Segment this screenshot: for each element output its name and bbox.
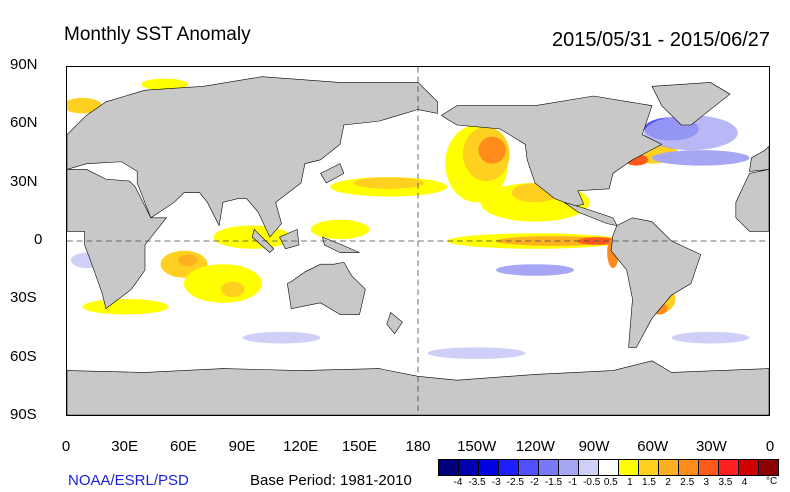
lat-label: 30S [10,289,37,306]
colorbar-label: -2.5 [506,477,524,488]
sst-anomaly-map [66,66,770,416]
colorbar-label: 4 [741,477,748,488]
colorbar-swatch [619,460,639,475]
colorbar-swatch [539,460,559,475]
lon-label: 30E [111,438,139,455]
colorbar-swatch [599,460,619,475]
colorbar [438,459,779,476]
lon-label: 150W [457,438,497,455]
colorbar-swatch [639,460,659,475]
colorbar-swatch [679,460,699,475]
colorbar-label: 2.5 [680,477,695,488]
lat-label: 0 [34,231,43,248]
colorbar-swatch [559,460,579,475]
lon-label: 120W [515,438,555,455]
lat-label: 30N [10,173,38,190]
colorbar-swatch [659,460,679,475]
credit-text: NOAA/ESRL/PSD [68,472,189,489]
colorbar-swatch [699,460,719,475]
colorbar-swatch [719,460,739,475]
colorbar-swatch [519,460,539,475]
colorbar-label: -1 [568,477,578,488]
colorbar-swatch [579,460,599,475]
colorbar-swatch [739,460,759,475]
base-period: Base Period: 1981-2010 [250,472,412,489]
colorbar-label: 2 [665,477,671,488]
lon-label: 60E [169,438,197,455]
lon-label: 0 [61,438,71,455]
lon-label: 180 [405,438,431,455]
lon-label: 90E [228,438,256,455]
colorbar-label: 3.5 [718,477,733,488]
colorbar-label: -3.5 [468,477,486,488]
anomaly-field [67,78,750,359]
lon-label: 120E [283,438,319,455]
colorbar-label: -3 [491,477,501,488]
colorbar-swatch [479,460,499,475]
colorbar-label: 0.5 [603,477,618,488]
colorbar-label: -1.5 [544,477,563,488]
lon-label: 30W [695,438,727,455]
lat-label: 90S [10,406,37,423]
colorbar-label: 3 [703,477,710,488]
lon-label: 150E [341,438,377,455]
colorbar-label: 1.5 [642,477,656,488]
colorbar-label: 1 [627,477,633,488]
colorbar-unit: °C [766,476,778,487]
colorbar-swatch [499,460,519,475]
colorbar-swatch [459,460,479,475]
lat-label: 90N [10,56,38,73]
lon-label: 60W [637,438,669,455]
lon-label: 90W [578,438,610,455]
colorbar-swatch [759,460,778,475]
lon-label: 0 [765,438,775,455]
lat-label: 60N [10,114,38,131]
colorbar-swatch [439,460,459,475]
date-range: 2015/05/31 - 2015/06/27 [552,29,770,51]
colorbar-label: -2 [529,477,539,488]
colorbar-label: -4 [453,477,463,488]
lat-label: 60S [10,348,37,365]
colorbar-label: -0.5 [583,477,601,488]
map-title: Monthly SST Anomaly [64,24,251,45]
